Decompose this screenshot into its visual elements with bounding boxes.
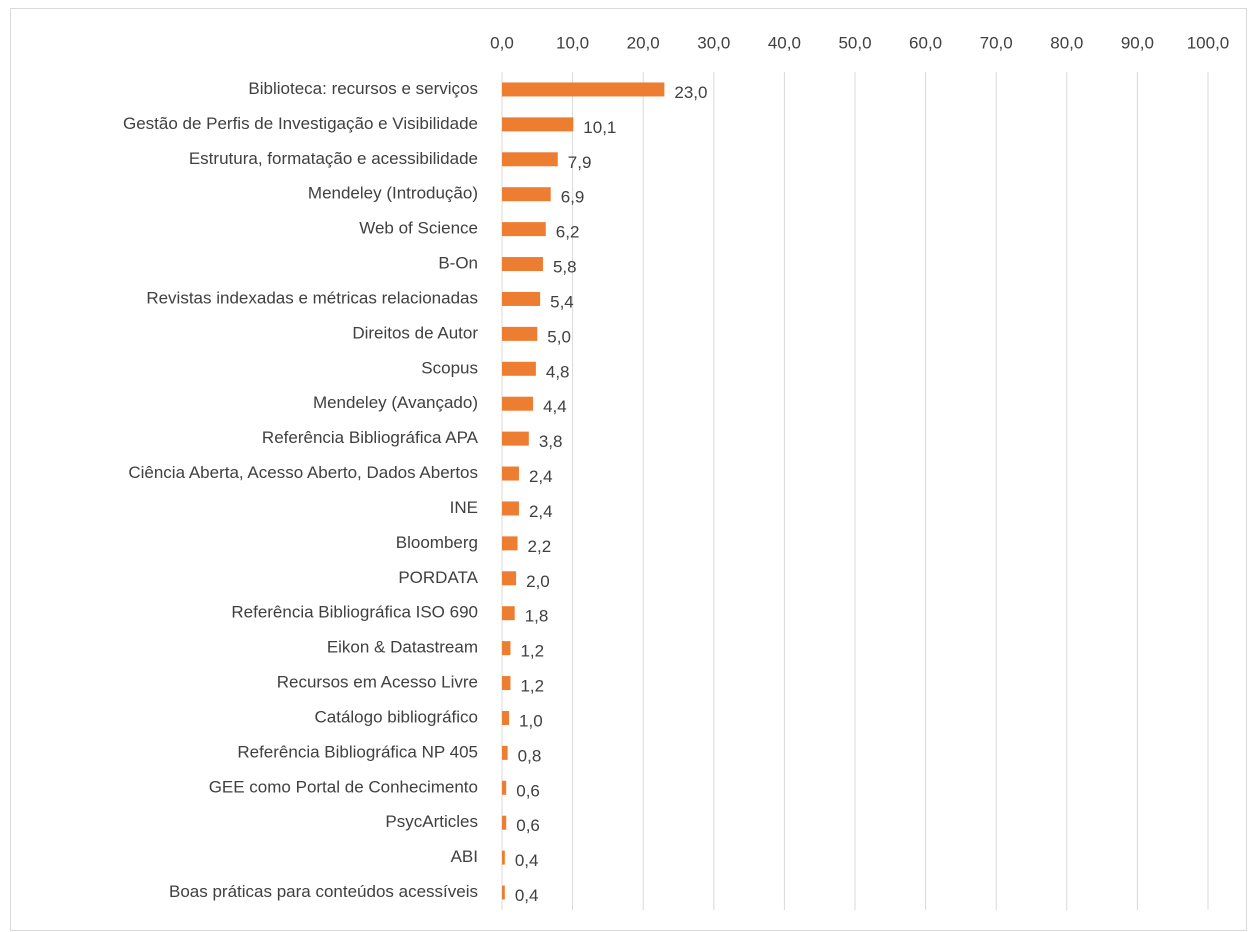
x-tick-label: 50,0 — [838, 33, 871, 52]
x-tick-label: 100,0 — [1187, 33, 1230, 52]
x-tick-label: 20,0 — [627, 33, 660, 52]
y-tick-label: INE — [450, 498, 478, 517]
bar — [502, 571, 517, 586]
value-label: 6,2 — [556, 223, 580, 242]
bar — [502, 222, 546, 237]
y-tick-label: Mendeley (Avançado) — [313, 393, 478, 412]
bar — [502, 152, 558, 167]
y-tick-label: Referência Bibliográfica APA — [262, 428, 479, 447]
y-tick-label: Recursos em Acesso Livre — [277, 673, 478, 692]
y-tick-label: Referência Bibliográfica ISO 690 — [231, 603, 478, 622]
value-label: 4,8 — [546, 362, 570, 381]
value-label: 2,4 — [529, 502, 553, 521]
value-label: 10,1 — [583, 118, 616, 137]
y-tick-label: ABI — [451, 847, 478, 866]
y-tick-label: Direitos de Autor — [352, 323, 478, 342]
y-tick-label: B-On — [438, 254, 478, 273]
bar — [502, 676, 511, 691]
bar — [502, 326, 538, 341]
y-tick-label: PORDATA — [398, 568, 478, 587]
y-tick-label: Referência Bibliográfica NP 405 — [237, 742, 478, 761]
y-tick-label: Scopus — [421, 358, 478, 377]
bar — [502, 187, 551, 202]
x-tick-label: 10,0 — [556, 33, 589, 52]
value-label: 6,9 — [561, 188, 585, 207]
bar — [502, 641, 511, 656]
value-label: 7,9 — [568, 153, 592, 172]
y-tick-label: Web of Science — [359, 219, 478, 238]
value-label: 5,0 — [547, 327, 571, 346]
value-label: 0,4 — [515, 886, 539, 905]
chart-border — [10, 8, 1247, 931]
bar — [502, 536, 518, 551]
y-tick-label: Revistas indexadas e métricas relacionad… — [146, 288, 478, 307]
y-tick-label: Bloomberg — [396, 533, 478, 552]
y-tick-label: Mendeley (Introdução) — [308, 184, 478, 203]
x-tick-label: 60,0 — [909, 33, 942, 52]
x-tick-label: 80,0 — [1050, 33, 1083, 52]
value-label: 23,0 — [674, 83, 707, 102]
value-label: 1,8 — [525, 607, 549, 626]
x-tick-label: 40,0 — [768, 33, 801, 52]
value-label: 2,2 — [528, 537, 552, 556]
bar — [502, 82, 665, 97]
bar — [502, 745, 508, 760]
y-tick-label: Eikon & Datastream — [327, 638, 478, 657]
value-label: 2,0 — [526, 572, 550, 591]
x-tick-label: 70,0 — [980, 33, 1013, 52]
bar — [502, 885, 505, 900]
value-label: 5,8 — [553, 258, 577, 277]
bar — [502, 710, 510, 725]
bar — [502, 117, 574, 132]
value-label: 0,4 — [515, 851, 539, 870]
bar — [502, 291, 541, 306]
value-label: 4,4 — [543, 397, 567, 416]
bar — [502, 431, 529, 446]
bar — [502, 850, 505, 865]
value-label: 3,8 — [539, 432, 563, 451]
bar — [502, 466, 519, 481]
bar — [502, 396, 534, 411]
bar — [502, 606, 515, 621]
y-tick-label: GEE como Portal de Conhecimento — [209, 777, 478, 796]
x-tick-label: 0,0 — [490, 33, 514, 52]
bar — [502, 257, 543, 272]
y-tick-label: Boas práticas para conteúdos acessíveis — [169, 882, 478, 901]
value-label: 0,6 — [516, 781, 540, 800]
bar — [502, 780, 507, 795]
bar — [502, 501, 519, 516]
y-tick-label: Gestão de Perfis de Investigação e Visib… — [123, 114, 478, 133]
y-tick-label: Biblioteca: recursos e serviços — [248, 79, 478, 98]
value-label: 1,2 — [520, 642, 544, 661]
x-tick-label: 90,0 — [1121, 33, 1154, 52]
value-label: 2,4 — [529, 467, 553, 486]
y-tick-label: Ciência Aberta, Acesso Aberto, Dados Abe… — [128, 463, 478, 482]
value-label: 0,6 — [516, 816, 540, 835]
x-tick-label: 30,0 — [697, 33, 730, 52]
y-tick-label: PsycArticles — [385, 812, 478, 831]
bar — [502, 815, 507, 830]
bar — [502, 361, 536, 376]
y-tick-label: Catálogo bibliográfico — [315, 707, 479, 726]
y-tick-label: Estrutura, formatação e acessibilidade — [189, 149, 478, 168]
value-label: 0,8 — [518, 746, 542, 765]
value-label: 5,4 — [550, 292, 574, 311]
value-label: 1,0 — [519, 711, 543, 730]
value-label: 1,2 — [520, 677, 544, 696]
